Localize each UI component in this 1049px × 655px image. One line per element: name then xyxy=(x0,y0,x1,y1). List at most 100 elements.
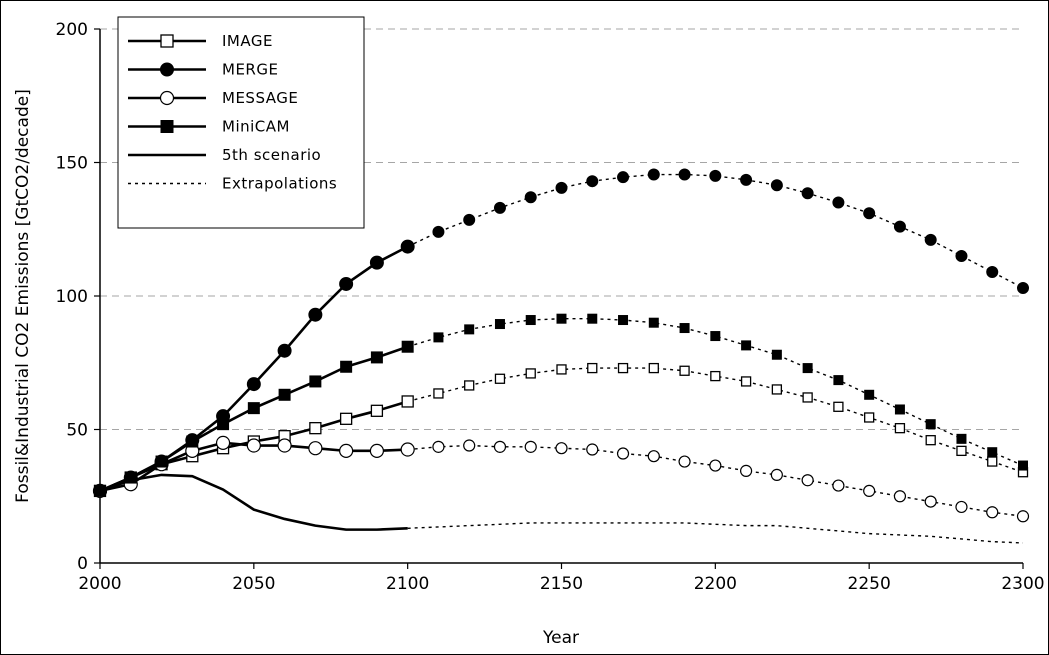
data-point xyxy=(587,313,598,324)
data-point xyxy=(678,455,691,468)
y-tick-label: 100 xyxy=(56,287,88,307)
data-point xyxy=(215,435,231,450)
data-point xyxy=(556,364,567,375)
data-point xyxy=(678,168,691,181)
data-point xyxy=(1016,510,1030,523)
data-point xyxy=(277,438,292,453)
data-point xyxy=(833,375,844,386)
data-point xyxy=(370,404,384,417)
data-point xyxy=(863,207,876,220)
data-point xyxy=(986,265,999,278)
data-point xyxy=(432,225,445,238)
data-point xyxy=(432,440,445,453)
data-point xyxy=(617,362,629,374)
extrapolation-line xyxy=(407,367,1024,473)
data-point xyxy=(339,412,353,425)
legend-label: Extrapolations xyxy=(222,175,337,193)
data-point xyxy=(740,173,753,186)
data-point xyxy=(616,447,630,460)
data-point xyxy=(464,324,475,335)
data-point xyxy=(217,418,230,431)
data-point xyxy=(124,471,137,484)
series-group xyxy=(92,168,1030,544)
data-point xyxy=(771,349,782,360)
y-axis-title: Fossil&Industrial CO2 Emissions [GtCO2/d… xyxy=(13,89,33,503)
data-point xyxy=(739,464,753,477)
legend-marker xyxy=(160,62,174,77)
data-point xyxy=(740,376,752,387)
data-point xyxy=(463,213,476,226)
data-point xyxy=(400,442,415,457)
data-point xyxy=(864,389,875,400)
legend-label: MiniCAM xyxy=(222,118,290,136)
data-point xyxy=(709,459,722,472)
data-point xyxy=(894,423,906,434)
data-point xyxy=(832,479,845,492)
data-point xyxy=(925,419,936,430)
data-point xyxy=(433,332,444,343)
data-point xyxy=(924,233,937,246)
data-point xyxy=(308,307,323,322)
series-5th-scenario xyxy=(99,473,1024,544)
legend-label: 5th scenario xyxy=(222,146,321,164)
data-point xyxy=(1018,460,1028,471)
data-point xyxy=(246,377,261,392)
data-point xyxy=(648,317,659,328)
data-point xyxy=(956,445,967,457)
x-tick-label: 2200 xyxy=(694,574,737,594)
data-point xyxy=(1017,281,1029,294)
data-point xyxy=(771,384,783,395)
y-tick-label: 200 xyxy=(56,20,88,40)
data-point xyxy=(647,168,660,181)
data-point xyxy=(246,438,261,453)
data-point xyxy=(955,249,968,262)
data-point xyxy=(339,443,354,458)
data-point xyxy=(464,380,475,391)
data-point xyxy=(709,169,722,182)
data-point xyxy=(679,323,690,334)
data-point xyxy=(894,404,905,415)
data-point xyxy=(309,422,322,435)
data-point xyxy=(956,433,967,444)
legend-label: MESSAGE xyxy=(222,89,298,107)
data-point xyxy=(955,500,968,514)
x-axis-title: Year xyxy=(542,628,579,648)
data-point xyxy=(524,440,537,453)
data-point xyxy=(370,351,383,364)
data-point xyxy=(648,362,659,374)
legend-marker xyxy=(160,120,174,133)
data-point xyxy=(987,447,998,458)
data-point xyxy=(679,365,690,376)
data-point xyxy=(493,440,507,453)
data-point xyxy=(710,331,721,342)
data-point xyxy=(586,443,599,456)
data-point xyxy=(278,388,291,401)
series-line xyxy=(99,473,408,531)
series-merge xyxy=(93,168,1029,498)
data-point xyxy=(617,171,630,184)
data-point xyxy=(369,255,384,270)
data-point xyxy=(433,388,444,399)
data-point xyxy=(893,220,906,233)
data-point xyxy=(802,363,813,374)
data-point xyxy=(277,343,292,358)
data-point xyxy=(309,375,322,388)
axis-ticks: 0 50 100 150 200 2000 2050 2100 2150 2200 2250 2300 xyxy=(56,20,1045,594)
data-point xyxy=(247,402,260,415)
data-point xyxy=(339,276,354,291)
data-point xyxy=(647,450,660,463)
data-point xyxy=(925,435,936,446)
legend-marker xyxy=(160,34,174,48)
data-point xyxy=(986,506,999,519)
extrapolation-line xyxy=(407,317,1024,467)
series-line xyxy=(99,345,409,493)
series-line xyxy=(99,245,409,493)
data-point xyxy=(555,442,568,455)
data-point xyxy=(770,179,783,192)
x-tick-label: 2150 xyxy=(540,574,583,594)
data-point xyxy=(155,455,168,468)
x-tick-label: 2000 xyxy=(78,574,121,594)
data-point xyxy=(741,340,752,351)
extrapolation-line xyxy=(407,173,1024,289)
